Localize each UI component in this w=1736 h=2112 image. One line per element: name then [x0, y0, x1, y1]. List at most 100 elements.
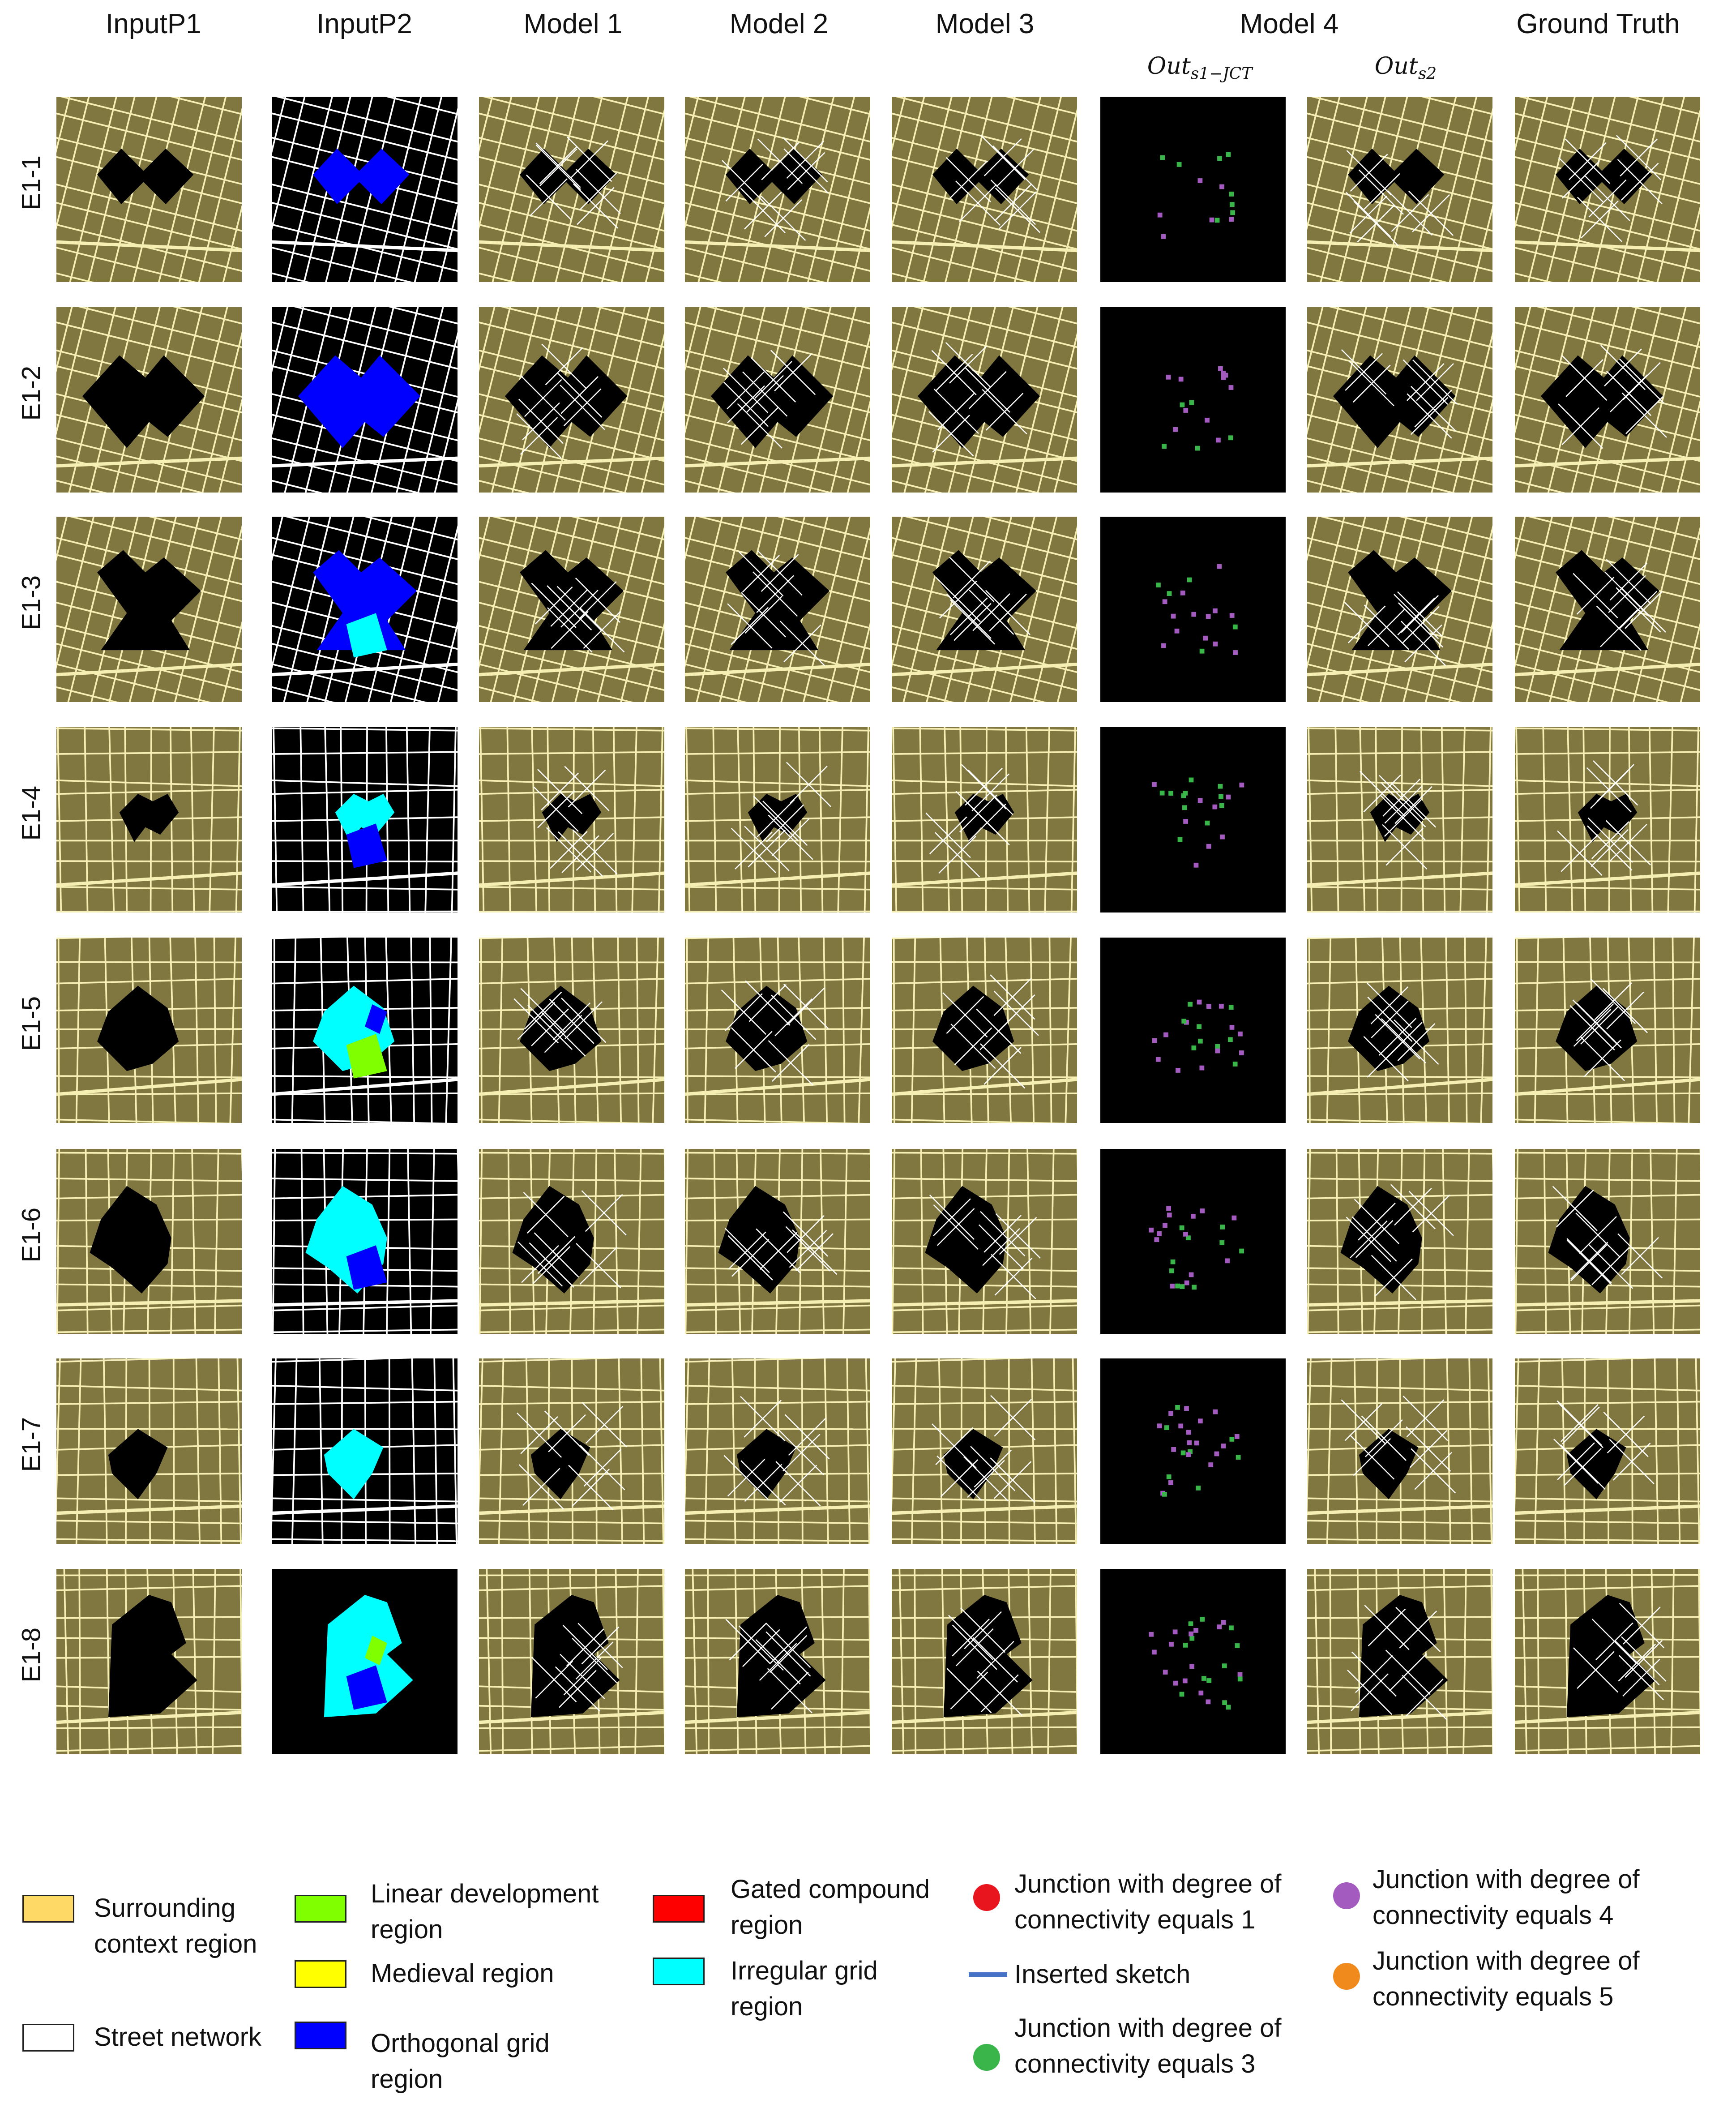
tile-e1-4-col6 — [1100, 727, 1286, 912]
legend-label-irregular: Irregular grid region — [731, 1956, 878, 2021]
header-model-4: Model 4 — [1240, 9, 1339, 39]
tile-e1-5-col4 — [685, 938, 870, 1123]
tile-e1-2-col3 — [479, 307, 664, 493]
legend-dot-junction5 — [1333, 1963, 1360, 1990]
tile-e1-6-col5 — [892, 1149, 1077, 1334]
legend-label-surrounding: Surrounding context region — [94, 1894, 257, 1958]
tile-e1-3-col2 — [272, 517, 458, 702]
tile-e1-4-col8 — [1515, 727, 1700, 912]
tile-e1-6-col8 — [1515, 1149, 1700, 1334]
legend-label-junction1: Junction with degree of connectivity equ… — [1014, 1869, 1282, 1934]
tile-e1-1-col5 — [892, 97, 1077, 282]
tile-e1-3-col8 — [1515, 517, 1700, 702]
tile-e1-1-col3 — [479, 97, 664, 282]
tile-e1-7-col6 — [1100, 1358, 1286, 1544]
tile-e1-4-col2 — [272, 727, 458, 912]
subheader-out-s1-jct: Outs1−JCT — [1124, 53, 1276, 83]
legend-swatch-irregular — [653, 1958, 705, 1985]
tile-e1-7-col3 — [479, 1358, 664, 1544]
tile-e1-5-col6 — [1100, 938, 1286, 1123]
tile-e1-3-col7 — [1307, 517, 1492, 702]
tile-e1-3-col3 — [479, 517, 664, 702]
tile-e1-2-col7 — [1307, 307, 1492, 493]
legend-label-gated: Gated compound region — [731, 1875, 930, 1940]
subheader-out-s1-jct-sub: s1−JCT — [1190, 64, 1253, 83]
tile-e1-1-col7 — [1307, 97, 1492, 282]
tile-e1-2-col5 — [892, 307, 1077, 493]
legend-swatch-street — [22, 2024, 74, 2052]
legend-label-junction4: Junction with degree of connectivity equ… — [1373, 1865, 1640, 1930]
row-label-e1-4: E1-4 — [17, 785, 46, 841]
legend-dot-junction3 — [973, 2044, 1000, 2071]
row-label-e1-1: E1-1 — [17, 155, 46, 210]
tile-e1-3-col1 — [56, 517, 242, 702]
tile-e1-3-col6 — [1100, 517, 1286, 702]
tile-e1-1-col6 — [1100, 97, 1286, 282]
tile-e1-7-col4 — [685, 1358, 870, 1544]
tile-e1-2-col8 — [1515, 307, 1700, 493]
tile-e1-4-col1 — [56, 727, 242, 912]
tile-e1-8-col5 — [892, 1569, 1077, 1754]
legend-swatch-surrounding — [22, 1895, 74, 1923]
tile-e1-5-col2 — [272, 938, 458, 1123]
legend-dot-junction1 — [973, 1884, 1000, 1911]
tile-e1-4-col7 — [1307, 727, 1492, 912]
row-label-e1-6: E1-6 — [17, 1207, 46, 1263]
legend-label-medieval: Medieval region — [371, 1959, 554, 1988]
legend-label-street: Street network — [94, 2022, 261, 2052]
tile-e1-8-col1 — [56, 1569, 242, 1754]
tile-e1-6-col2 — [272, 1149, 458, 1334]
tile-e1-2-col2 — [272, 307, 458, 493]
tile-e1-4-col4 — [685, 727, 870, 912]
header-inputp1: InputP1 — [106, 9, 201, 39]
tile-e1-8-col4 — [685, 1569, 870, 1754]
legend-dot-junction4 — [1333, 1882, 1360, 1909]
tile-e1-4-col5 — [892, 727, 1077, 912]
row-label-e1-8: E1-8 — [17, 1627, 46, 1683]
header-inputp2: InputP2 — [316, 9, 412, 39]
tile-e1-8-col3 — [479, 1569, 664, 1754]
legend-swatch-linear — [295, 1895, 346, 1923]
header-ground-truth: Ground Truth — [1516, 9, 1680, 39]
row-label-e1-5: E1-5 — [17, 996, 46, 1051]
tile-e1-5-col5 — [892, 938, 1077, 1123]
tile-e1-1-col4 — [685, 97, 870, 282]
tile-e1-6-col1 — [56, 1149, 242, 1334]
tile-e1-6-col4 — [685, 1149, 870, 1334]
row-label-e1-7: E1-7 — [17, 1417, 46, 1472]
subheader-out-s2-base: Out — [1374, 53, 1418, 80]
subheader-out-s2-sub: s2 — [1418, 64, 1437, 83]
tile-e1-8-col7 — [1307, 1569, 1492, 1754]
legend-label-orthogonal: Orthogonal grid region — [371, 2029, 550, 2094]
tile-e1-7-col2 — [272, 1358, 458, 1544]
subheader-out-s1-jct-base: Out — [1147, 53, 1191, 80]
tile-e1-3-col5 — [892, 517, 1077, 702]
tile-e1-6-col3 — [479, 1149, 664, 1334]
header-model-2: Model 2 — [729, 9, 829, 39]
legend-swatch-medieval — [295, 1960, 346, 1988]
legend-label-junction3: Junction with degree of connectivity equ… — [1014, 2013, 1282, 2078]
tile-e1-5-col7 — [1307, 938, 1492, 1123]
row-label-e1-2: E1-2 — [17, 365, 46, 421]
legend-label-junction5: Junction with degree of connectivity equ… — [1373, 1946, 1640, 2011]
tile-e1-1-col8 — [1515, 97, 1700, 282]
tile-e1-7-col8 — [1515, 1358, 1700, 1544]
tile-e1-5-col3 — [479, 938, 664, 1123]
tile-e1-2-col4 — [685, 307, 870, 493]
legend-line-sketch — [969, 1972, 1007, 1977]
tile-e1-1-col1 — [56, 97, 242, 282]
tile-e1-6-col6 — [1100, 1149, 1286, 1334]
header-model-1: Model 1 — [523, 9, 623, 39]
tile-e1-3-col4 — [685, 517, 870, 702]
tile-e1-7-col5 — [892, 1358, 1077, 1544]
tile-e1-4-col3 — [479, 727, 664, 912]
tile-e1-8-col8 — [1515, 1569, 1700, 1754]
subheader-out-s2: Outs2 — [1343, 53, 1468, 83]
tile-e1-7-col1 — [56, 1358, 242, 1544]
tile-e1-8-col2 — [272, 1569, 458, 1754]
tile-e1-6-col7 — [1307, 1149, 1492, 1334]
tile-e1-2-col1 — [56, 307, 242, 493]
legend-swatch-gated — [653, 1895, 705, 1923]
legend-swatch-orthogonal — [295, 2022, 346, 2049]
row-label-e1-3: E1-3 — [17, 575, 46, 630]
